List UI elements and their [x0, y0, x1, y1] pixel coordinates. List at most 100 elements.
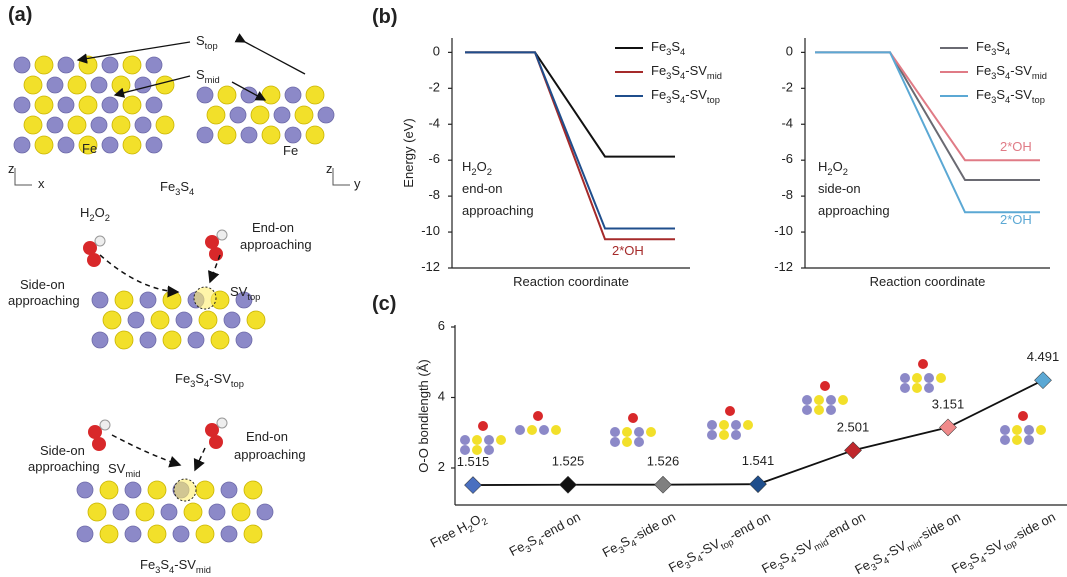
atom [101, 56, 119, 74]
atom [610, 437, 620, 447]
atom [94, 235, 106, 247]
atom [205, 235, 219, 249]
note: side-on [818, 181, 861, 196]
atom [145, 136, 163, 154]
panel-label: (a) [8, 4, 32, 26]
note: H2O2 [818, 159, 848, 177]
atom [731, 430, 741, 440]
atom [111, 115, 131, 135]
atom [305, 85, 325, 105]
atom [1012, 425, 1022, 435]
atom [124, 525, 142, 543]
atom [57, 136, 75, 154]
atom [533, 411, 543, 421]
atom [725, 406, 735, 416]
arrow [234, 33, 306, 75]
legend-label: Fe3S4-SVmid [651, 63, 722, 81]
y-tick-label: 6 [438, 318, 445, 333]
atom [162, 330, 182, 350]
atom [838, 395, 848, 405]
atom [34, 95, 54, 115]
atom [187, 331, 205, 349]
atom [294, 105, 314, 125]
atom [912, 383, 922, 393]
atom [243, 480, 263, 500]
series-line [465, 51, 675, 230]
marker [749, 475, 767, 494]
note: approaching [240, 237, 312, 252]
atom [551, 425, 561, 435]
atom [46, 76, 64, 94]
atom [217, 85, 237, 105]
atom [210, 330, 230, 350]
atom [284, 126, 302, 144]
atom [1024, 435, 1034, 445]
vacancy [173, 478, 197, 502]
annotation: 2*OH [612, 243, 644, 258]
atom [13, 96, 31, 114]
atom [460, 435, 470, 445]
y-axis-label: Energy (eV) [401, 118, 416, 187]
atom [183, 502, 203, 522]
atom [83, 241, 97, 255]
marker [464, 476, 482, 494]
atom-label: Fe [82, 141, 97, 156]
y-tick-label: 0 [433, 44, 440, 59]
atom [622, 427, 632, 437]
atom [209, 247, 223, 261]
marker [939, 418, 957, 437]
x-axis-label: Reaction coordinate [870, 274, 986, 289]
atom [743, 420, 753, 430]
note: end-on [462, 181, 502, 196]
atom [317, 106, 335, 124]
atom [196, 86, 214, 104]
y-tick-label: 0 [786, 44, 793, 59]
note: End-on [252, 220, 294, 235]
y-tick-label: 4 [438, 389, 445, 404]
marker [844, 441, 862, 460]
atom [90, 76, 108, 94]
atom [99, 524, 119, 544]
arrow [231, 81, 267, 101]
atom [124, 481, 142, 499]
atom [122, 135, 142, 155]
panel-label: (b) [372, 6, 398, 28]
x-tick-label: Fe3S4-end on [507, 509, 585, 562]
structure-label: Fe3S4 [160, 179, 194, 197]
atom [924, 373, 934, 383]
x-tick-label: Fe3S4-SVtop-end on [666, 509, 774, 577]
axis-label: z [326, 161, 333, 176]
atom [1012, 435, 1022, 445]
atom [220, 481, 238, 499]
atom [90, 116, 108, 134]
y-tick-label: -6 [781, 152, 793, 167]
atom [229, 106, 247, 124]
axes-icon [14, 168, 32, 186]
marker [559, 475, 577, 494]
axis-label: x [38, 176, 45, 191]
series-line [815, 51, 1040, 214]
legend-label: Fe3S4 [976, 39, 1010, 57]
structure-label: Fe3S4-SVtop [175, 371, 244, 389]
atom [34, 135, 54, 155]
y-tick-label: -2 [781, 80, 793, 95]
atom [261, 125, 281, 145]
note: Side-on [20, 277, 65, 292]
x-tick-label: Free H2O2 [428, 509, 490, 553]
arrow [193, 447, 206, 472]
data-label: 1.526 [647, 454, 680, 469]
atom [634, 437, 644, 447]
arrow [76, 41, 191, 64]
atom [1036, 425, 1046, 435]
atom [478, 421, 488, 431]
atom [622, 437, 632, 447]
y-tick-label: -10 [421, 224, 440, 239]
atom [1018, 411, 1028, 421]
atom [135, 502, 155, 522]
atom [102, 310, 122, 330]
atom [246, 310, 266, 330]
atom [802, 395, 812, 405]
atom [78, 95, 98, 115]
atom [240, 126, 258, 144]
atom [231, 502, 251, 522]
